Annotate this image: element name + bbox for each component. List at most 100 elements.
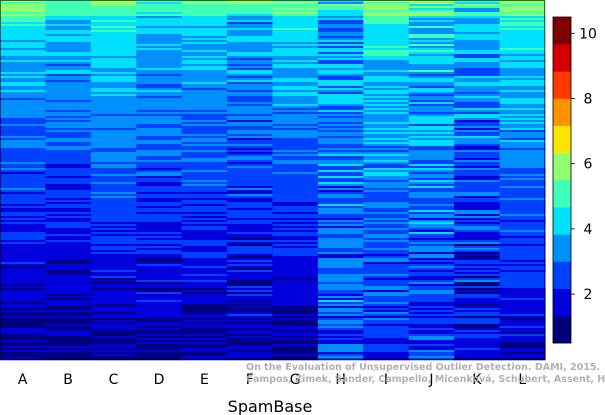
heatmap-cell <box>363 192 410 195</box>
heatmap-cell <box>0 244 47 247</box>
heatmap-cell <box>408 288 455 291</box>
heatmap-cell <box>45 230 92 233</box>
heatmap-cell <box>227 158 274 161</box>
heatmap-cell <box>45 176 92 179</box>
heatmap-cell <box>45 34 92 37</box>
heatmap-cell <box>181 296 228 299</box>
heatmap-cell <box>499 166 546 169</box>
heatmap-cell <box>90 34 137 37</box>
heatmap-cell <box>363 184 410 187</box>
heatmap-cell <box>181 278 228 281</box>
heatmap-cell <box>136 284 183 287</box>
heatmap-cell <box>181 196 228 199</box>
heatmap-cell <box>136 244 183 247</box>
heatmap-cell <box>45 28 92 31</box>
heatmap-cell <box>90 146 137 149</box>
heatmap-cell <box>454 58 501 61</box>
heatmap-cell <box>45 162 92 165</box>
heatmap-cell <box>45 140 92 143</box>
x-tick-label: L <box>518 372 526 388</box>
heatmap-cell <box>454 226 501 229</box>
heatmap-cell <box>272 350 319 353</box>
heatmap-cell <box>181 338 228 341</box>
heatmap-cell <box>317 142 364 145</box>
heatmap-cell <box>90 194 137 197</box>
heatmap-cell <box>499 292 546 295</box>
heatmap-cell <box>227 186 274 189</box>
heatmap-column-k <box>454 0 501 361</box>
heatmap-cell <box>272 142 319 145</box>
heatmap-cell <box>499 124 546 127</box>
colorbar-segment <box>553 98 571 126</box>
heatmap-cell <box>227 44 274 47</box>
heatmap-cell <box>454 162 501 165</box>
heatmap-cell <box>136 120 183 123</box>
heatmap-cell <box>0 88 47 91</box>
heatmap-cell <box>317 64 364 67</box>
heatmap-cell <box>317 240 364 243</box>
heatmap-cell <box>136 348 183 351</box>
heatmap-cell <box>454 328 501 331</box>
heatmap-cell <box>408 242 455 245</box>
heatmap-cell <box>408 292 455 295</box>
heatmap-cell <box>0 40 47 43</box>
heatmap-column-h <box>317 0 364 361</box>
heatmap-cell <box>408 298 455 301</box>
heatmap-cell <box>0 2 47 5</box>
heatmap-cell <box>499 158 546 161</box>
heatmap-cell <box>454 64 501 67</box>
heatmap-cell <box>0 344 47 347</box>
heatmap-cell <box>136 194 183 197</box>
heatmap-cell <box>408 312 455 315</box>
heatmap-cell <box>272 296 319 299</box>
heatmap-cell <box>454 320 501 323</box>
heatmap-cell <box>136 86 183 89</box>
heatmap-cell <box>181 198 228 201</box>
heatmap-cell <box>499 332 546 335</box>
heatmap-cell <box>0 22 47 25</box>
heatmap-cell <box>181 316 228 319</box>
heatmap-cell <box>45 318 92 321</box>
heatmap-cell <box>272 110 319 113</box>
heatmap-cell <box>136 166 183 169</box>
heatmap-cell <box>272 252 319 255</box>
heatmap-cell <box>0 154 47 157</box>
heatmap-cell <box>227 242 274 245</box>
heatmap-cell <box>45 220 92 223</box>
heatmap-cell <box>454 340 501 343</box>
heatmap-cell <box>136 168 183 171</box>
heatmap-cell <box>45 258 92 261</box>
heatmap-cell <box>227 92 274 95</box>
heatmap-cell <box>90 46 137 49</box>
heatmap-cell <box>227 204 274 207</box>
heatmap-cell <box>45 98 92 101</box>
heatmap-cell <box>454 274 501 277</box>
heatmap-cell <box>227 282 274 285</box>
heatmap-cell <box>272 12 319 15</box>
heatmap-cell <box>45 2 92 5</box>
heatmap-cell <box>408 232 455 235</box>
heatmap-cell <box>90 122 137 125</box>
heatmap-cell <box>317 274 364 277</box>
heatmap-cell <box>181 2 228 5</box>
heatmap-cell <box>227 100 274 103</box>
heatmap-cell <box>136 352 183 355</box>
heatmap-cell <box>0 352 47 355</box>
heatmap-cell <box>408 128 455 131</box>
heatmap-cell <box>0 6 47 9</box>
heatmap-cell <box>90 152 137 155</box>
heatmap-cell <box>227 248 274 251</box>
heatmap-cell <box>0 12 47 15</box>
heatmap-cell <box>90 64 137 67</box>
heatmap-cell <box>136 74 183 77</box>
heatmap-cell <box>181 44 228 47</box>
heatmap-cell <box>45 332 92 335</box>
heatmap-cell <box>363 130 410 133</box>
heatmap-cell <box>136 238 183 241</box>
heatmap-cell <box>90 316 137 319</box>
heatmap-cell <box>136 340 183 343</box>
heatmap-cell <box>227 202 274 205</box>
heatmap-cell <box>363 70 410 73</box>
heatmap-cell <box>45 50 92 53</box>
heatmap-cell <box>363 272 410 275</box>
